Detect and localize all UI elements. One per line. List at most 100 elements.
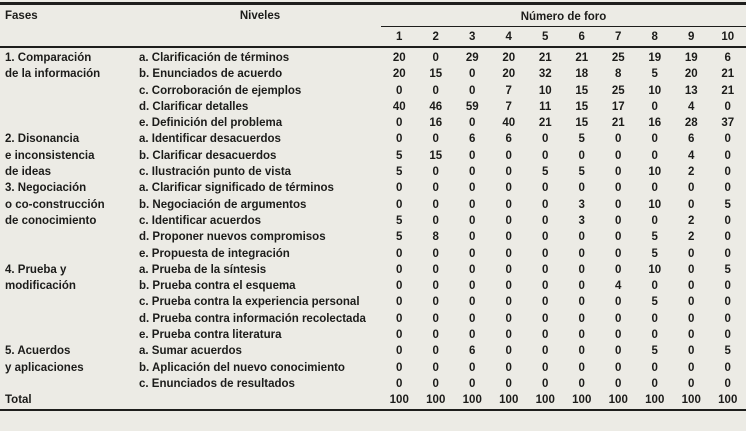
value-cell: 6 [469, 345, 476, 358]
table-body: 1. Comparación a. Clarificación de términ… [0, 48, 746, 392]
value-cell: 0 [578, 329, 585, 342]
value-cell: 0 [688, 280, 695, 293]
table-row: c. Corroboración de ejemplos 0 0 0 7 10 15 25 10… [0, 83, 746, 99]
level-cell: d. Prueba contra información recolectada [139, 312, 366, 325]
phase-cell: de la información [5, 68, 101, 81]
value-cell: 0 [615, 166, 622, 179]
level-cell: a. Clarificación de términos [139, 52, 290, 64]
level-cell: e. Prueba contra literatura [139, 329, 282, 342]
value-cell: 0 [688, 377, 695, 390]
value-cell: 19 [684, 52, 698, 64]
value-cell: 5 [542, 166, 549, 179]
value-cell: 0 [724, 280, 731, 293]
value-cell: 13 [684, 84, 698, 97]
value-cell: 17 [611, 100, 625, 113]
value-cell: 0 [432, 263, 439, 276]
value-cell: 0 [542, 231, 549, 244]
value-cell: 0 [724, 247, 731, 260]
value-cell: 10 [648, 263, 662, 276]
value-cell: 0 [542, 280, 549, 293]
value-cell: 0 [578, 231, 585, 244]
value-cell: 0 [469, 68, 476, 81]
total-value-cell: 100 [535, 394, 555, 407]
value-cell: 21 [721, 68, 735, 81]
value-cell: 0 [469, 149, 476, 162]
value-cell: 0 [542, 214, 549, 227]
table-row: e. Definición del problema 0 16 0 40 21 15 21 16… [0, 115, 746, 131]
total-value-cell: 100 [389, 394, 409, 407]
value-cell: 0 [432, 214, 439, 227]
value-cell: 16 [429, 117, 443, 130]
level-cell: b. Prueba contra el esquema [139, 280, 296, 293]
level-cell: c. Identificar acuerdos [139, 214, 262, 227]
value-cell: 0 [578, 296, 585, 309]
value-cell: 15 [575, 84, 589, 97]
phase-cell: modificación [5, 280, 76, 293]
value-cell: 0 [505, 377, 512, 390]
table-row: modificación b. Prueba contra el esquema 0… [0, 278, 746, 294]
value-cell: 0 [505, 312, 512, 325]
level-cell: b. Negociación de argumentos [139, 198, 307, 211]
value-cell: 0 [396, 198, 403, 211]
value-cell: 5 [724, 198, 731, 211]
value-cell: 0 [724, 231, 731, 244]
value-cell: 0 [432, 280, 439, 293]
value-cell: 6 [505, 133, 512, 146]
value-cell: 5 [578, 166, 585, 179]
value-cell: 0 [724, 182, 731, 195]
bottom-rule [0, 408, 746, 411]
total-value-cell: 100 [645, 394, 665, 407]
value-cell: 0 [615, 247, 622, 260]
value-cell: 21 [575, 52, 589, 64]
table-row: e inconsistencia b. Clarificar desacuerdo… [0, 148, 746, 164]
value-cell: 0 [651, 214, 658, 227]
column-header-foro-group: Número de foro [381, 5, 746, 27]
level-cell: c. Enunciados de resultados [139, 377, 295, 390]
value-cell: 0 [396, 263, 403, 276]
value-cell: 8 [432, 231, 439, 244]
level-cell: c. Corroboración de ejemplos [139, 84, 302, 97]
value-cell: 29 [465, 52, 479, 64]
value-cell: 0 [396, 133, 403, 146]
foro-column-header: 8 [651, 30, 658, 43]
level-cell: b. Aplicación del nuevo conocimiento [139, 361, 345, 374]
value-cell: 0 [505, 296, 512, 309]
value-cell: 10 [648, 84, 662, 97]
phase-cell: o co-construcción [5, 198, 105, 211]
value-cell: 0 [615, 149, 622, 162]
value-cell: 0 [651, 280, 658, 293]
value-cell: 0 [469, 231, 476, 244]
value-cell: 20 [502, 68, 516, 81]
value-cell: 0 [615, 329, 622, 342]
value-cell: 2 [688, 231, 695, 244]
value-cell: 0 [505, 149, 512, 162]
value-cell: 0 [651, 182, 658, 195]
value-cell: 0 [688, 361, 695, 374]
top-rule [0, 2, 746, 5]
value-cell: 0 [615, 312, 622, 325]
value-cell: 0 [615, 345, 622, 358]
value-cell: 0 [542, 149, 549, 162]
table-header-row-2: 1 2 3 4 5 6 7 8 9 10 [0, 27, 746, 48]
value-cell: 6 [469, 133, 476, 146]
phase-cell: e inconsistencia [5, 149, 95, 162]
table-header-row-1: Fases Niveles Número de foro [0, 5, 746, 27]
value-cell: 0 [724, 361, 731, 374]
value-cell: 2 [688, 166, 695, 179]
value-cell: 4 [688, 149, 695, 162]
value-cell: 21 [721, 84, 735, 97]
value-cell: 4 [688, 100, 695, 113]
value-cell: 20 [392, 68, 406, 81]
table-row: o co-construcción b. Negociación de argum… [0, 197, 746, 213]
value-cell: 0 [542, 198, 549, 211]
value-cell: 0 [469, 198, 476, 211]
value-cell: 0 [469, 214, 476, 227]
value-cell: 0 [396, 84, 403, 97]
level-cell: e. Definición del problema [139, 117, 283, 130]
value-cell: 20 [392, 52, 406, 64]
value-cell: 0 [651, 133, 658, 146]
value-cell: 0 [615, 296, 622, 309]
value-cell: 40 [392, 100, 406, 113]
value-cell: 0 [432, 345, 439, 358]
